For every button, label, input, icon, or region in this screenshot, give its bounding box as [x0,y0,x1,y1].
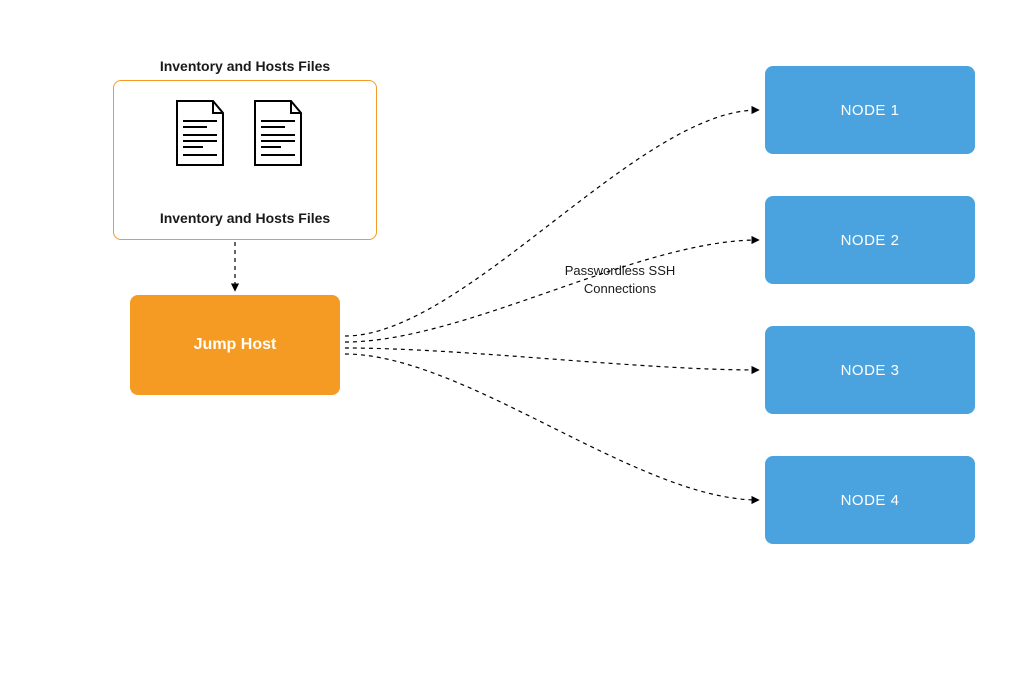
file-icon [251,99,305,169]
node-box-2: NODE 2 [765,196,975,284]
node-box-1: NODE 1 [765,66,975,154]
connection-label: Passwordless SSH Connections [530,262,710,297]
inventory-files-inner-label: Inventory and Hosts Files [130,210,360,226]
diagram-canvas: Inventory and Hosts Files Inventory and … [0,0,1020,686]
inventory-title-top: Inventory and Hosts Files [130,58,360,74]
file-icon [173,99,227,169]
node-label: NODE 1 [841,102,900,119]
node-label: NODE 2 [841,232,900,249]
connection-label-line2: Connections [584,281,656,296]
jump-host-label: Jump Host [194,336,277,354]
node-box-3: NODE 3 [765,326,975,414]
node-label: NODE 3 [841,362,900,379]
jump-host-box: Jump Host [130,295,340,395]
node-label: NODE 4 [841,492,900,509]
node-box-4: NODE 4 [765,456,975,544]
connection-label-line1: Passwordless SSH [565,263,676,278]
